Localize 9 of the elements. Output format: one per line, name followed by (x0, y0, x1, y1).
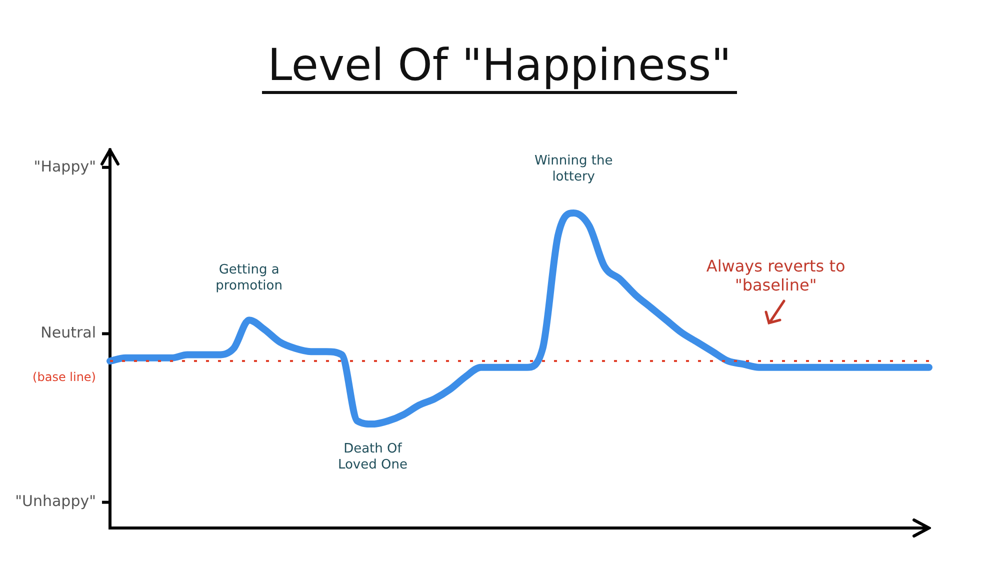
annotation: Getting a promotion (216, 262, 282, 294)
chart-title: Level Of "Happiness" (262, 40, 738, 94)
text: Neutral (40, 324, 96, 342)
text: "Unhappy" (15, 492, 96, 510)
text: Winning the lottery (534, 153, 613, 184)
ref-line-label: (base line) (32, 370, 96, 384)
annotation: Death Of Loved One (338, 441, 408, 472)
text: "Happy" (34, 157, 96, 176)
annotation: Always reverts to "baseline" (706, 256, 846, 295)
